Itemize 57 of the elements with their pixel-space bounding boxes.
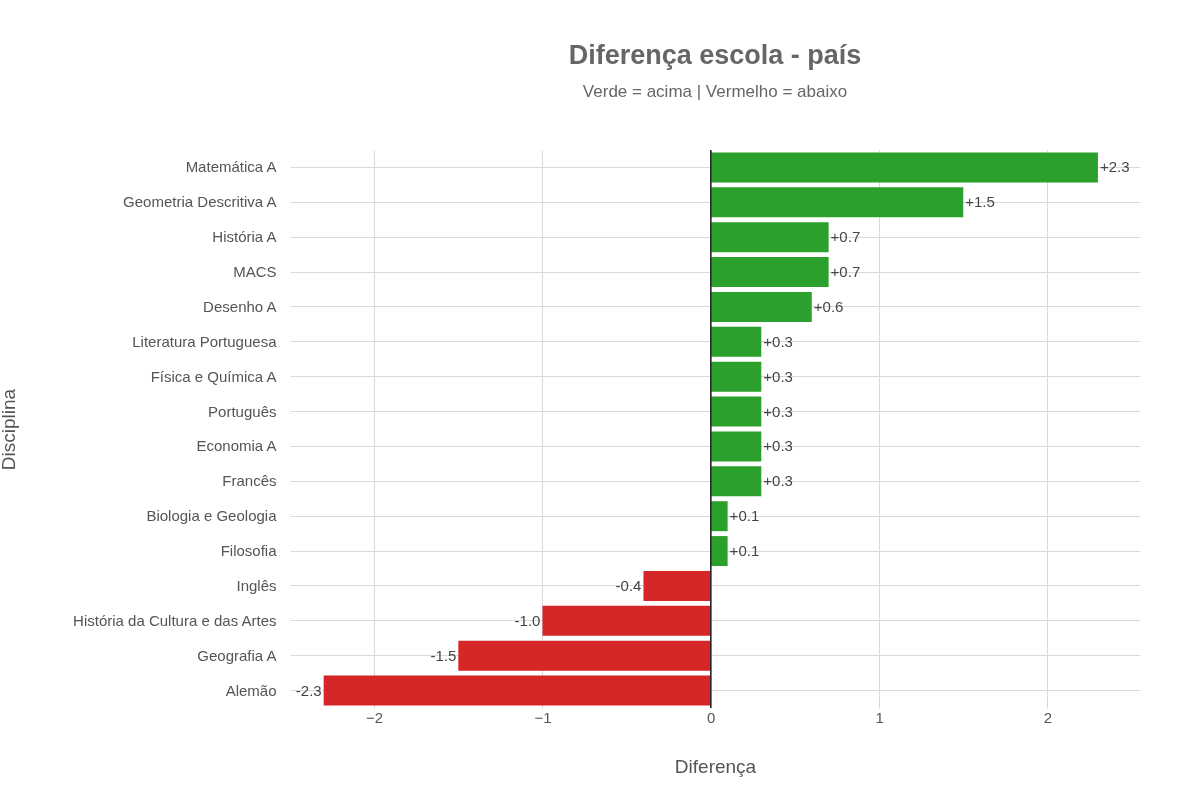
y-tick-label: Biologia e Geologia	[146, 507, 278, 525]
y-tick-label: Matemática A	[185, 158, 277, 176]
data-label: -1.0	[514, 611, 541, 629]
y-axis-title: Disciplina	[0, 388, 19, 471]
data-label: +0.6	[813, 297, 844, 315]
data-label: +0.7	[830, 263, 861, 281]
data-label: -1.5	[430, 646, 457, 664]
data-label: +0.7	[830, 228, 861, 246]
bar	[710, 222, 829, 253]
x-axis-title: Diferença	[674, 755, 757, 777]
chart-subtitle: Verde = acima | Vermelho = abaixo	[582, 82, 848, 102]
y-tick-label: Desenho A	[203, 297, 277, 315]
bar	[710, 396, 762, 427]
y-tick-label: Geografia A	[197, 646, 277, 664]
data-label: -2.3	[295, 681, 322, 699]
data-label: +0.3	[763, 367, 793, 385]
data-label: +0.3	[763, 437, 793, 455]
x-tick-label: 2	[1043, 708, 1053, 726]
chart-title: Diferença escola - país	[568, 40, 862, 71]
data-label: +0.1	[729, 542, 760, 560]
y-tick-label: Literatura Portuguesa	[132, 332, 278, 350]
x-tick-label: −2	[366, 708, 384, 726]
x-tick-label: −1	[534, 708, 552, 726]
data-label: +0.3	[763, 472, 793, 490]
y-tick-label: Economia A	[196, 437, 277, 455]
bar	[643, 570, 711, 601]
y-tick-label: Física e Química A	[150, 367, 277, 385]
y-tick-label: Filosofia	[220, 542, 278, 560]
y-tick-label: Inglês	[236, 576, 277, 594]
data-label: -0.4	[615, 576, 642, 594]
bar	[710, 501, 728, 532]
bar	[710, 466, 762, 497]
y-tick-label: Geometria Descritiva A	[123, 193, 277, 211]
bar	[710, 536, 728, 567]
y-tick-label: Alemão	[225, 681, 277, 699]
bar	[710, 361, 762, 392]
bar	[710, 152, 1098, 183]
data-label: +0.3	[763, 402, 793, 420]
data-label: +1.5	[965, 193, 995, 211]
y-tick-label: Português	[208, 402, 277, 420]
y-tick-label: Francês	[222, 472, 277, 490]
y-tick-label: História da Cultura e das Artes	[73, 611, 277, 629]
data-label: +2.3	[1099, 158, 1130, 176]
y-tick-label: História A	[212, 228, 277, 246]
bar	[710, 326, 762, 357]
bar	[542, 605, 711, 636]
x-tick-label: 1	[875, 708, 884, 726]
bar	[323, 675, 711, 706]
data-label: +0.1	[729, 507, 760, 525]
data-label: +0.3	[763, 332, 793, 350]
bar	[710, 257, 829, 288]
y-tick-label: MACS	[233, 263, 277, 281]
bar	[458, 640, 711, 671]
bar	[710, 431, 762, 462]
x-tick-label: 0	[707, 708, 716, 726]
bar	[710, 187, 964, 218]
bar	[710, 291, 812, 322]
